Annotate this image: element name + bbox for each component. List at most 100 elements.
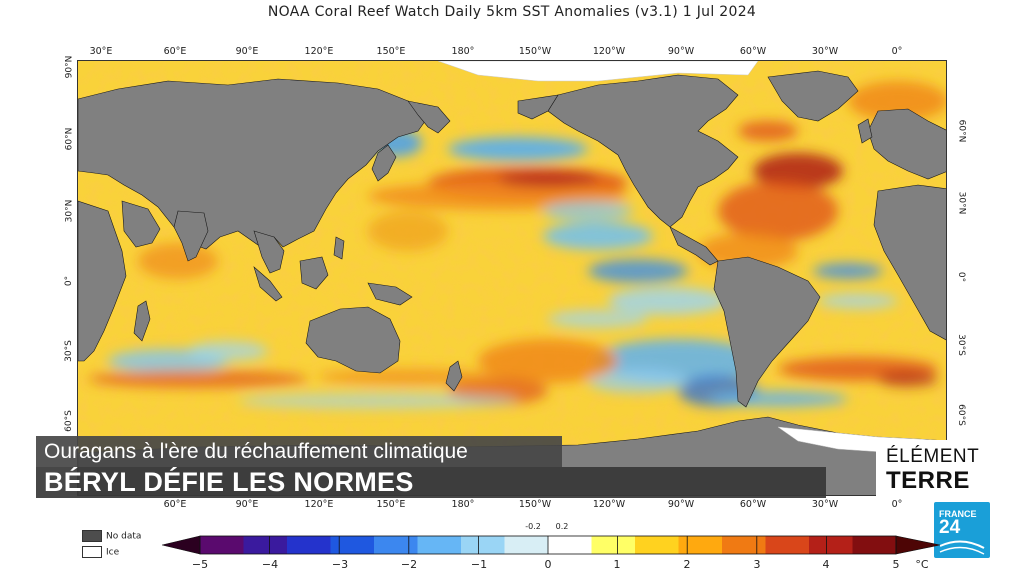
ice-arctic — [437, 61, 759, 82]
map-title: NOAA Coral Reef Watch Daily 5km SST Anom… — [267, 4, 757, 20]
colorbar-right-arrow — [895, 535, 941, 555]
land-central-america — [669, 226, 719, 266]
land-australia — [305, 306, 401, 374]
colorbar-left-arrow — [162, 535, 201, 555]
show-logo-line1: ÉLÉMENT — [886, 446, 980, 467]
land-north-america — [547, 74, 739, 228]
left-lat-label: 0° — [64, 275, 75, 287]
top-lon-label: 150°E — [376, 46, 406, 57]
land-greenland — [767, 70, 859, 122]
colorbar-segment — [461, 536, 505, 554]
top-lon-label: 120°E — [304, 46, 334, 57]
land-philippines — [333, 236, 345, 260]
sst-anomaly-map — [77, 60, 947, 496]
top-lon-label: 90°E — [235, 46, 259, 57]
bottom-lon-label: 90°W — [667, 499, 695, 510]
colorbar-segment — [678, 536, 723, 554]
colorbar-unit: °C — [915, 558, 929, 571]
left-lat-label: 30°S — [63, 340, 74, 362]
colorbar-tick: −2 — [400, 558, 418, 571]
colorbar-tick: −3 — [331, 558, 349, 571]
legend-ice: Ice — [82, 546, 119, 558]
top-lon-label: 120°W — [592, 46, 626, 57]
colorbar-small-tick: 0.2 — [555, 522, 569, 531]
colorbar-segment — [417, 536, 462, 554]
land-indochina — [253, 230, 285, 274]
bottom-lon-label: 0° — [891, 499, 903, 510]
colorbar-segment — [809, 536, 853, 554]
colorbar-tick: 2 — [683, 558, 691, 571]
land-africa — [78, 200, 127, 362]
channel-logo-swoosh — [939, 540, 985, 555]
anomaly-layer — [88, 81, 946, 409]
lower-third-headline: BÉRYL DÉFIE LES NORMES — [36, 467, 826, 498]
left-lat-label: 60°N — [64, 127, 75, 151]
colorbar-tick: 4 — [822, 558, 830, 571]
show-logo: ÉLÉMENT TERRE — [876, 440, 988, 496]
left-lat-label: 90°N — [64, 55, 75, 79]
land-sumatra — [253, 266, 283, 302]
right-lat-label: 30°N — [956, 191, 967, 215]
colorbar-segment — [591, 536, 636, 554]
colorbar-segment — [548, 536, 592, 554]
colorbar-segment — [635, 536, 679, 554]
bottom-lon-label: 30°W — [811, 499, 839, 510]
ice-label: Ice — [106, 547, 120, 558]
bottom-lon-label: 150°W — [518, 499, 552, 510]
channel-logo: FRANCE 24 — [934, 502, 990, 558]
colorbar-tick: −1 — [470, 558, 488, 571]
top-lon-label: 150°W — [518, 46, 552, 57]
lower-third: Ouragans à l'ère du réchauffement climat… — [36, 436, 826, 498]
land-alaska — [517, 94, 559, 120]
land-uk — [857, 118, 873, 144]
top-lon-label: 0° — [891, 46, 903, 57]
colorbar-segment — [765, 536, 810, 554]
land-south-america — [713, 256, 821, 408]
colorbar-segment — [243, 536, 288, 554]
bottom-lon-label: 120°E — [304, 499, 334, 510]
bottom-lon-label: 180° — [451, 499, 475, 510]
colorbar-tick: 0 — [544, 558, 552, 571]
land-africa-west — [873, 184, 946, 341]
land-eurasia — [78, 78, 429, 250]
show-logo-line2: TERRE — [886, 467, 970, 494]
land-kamchatka — [407, 100, 451, 134]
channel-logo-line2: 24 — [939, 517, 961, 538]
colorbar-tick: −4 — [261, 558, 279, 571]
bottom-lon-label: 150°E — [376, 499, 406, 510]
colorbar-tick: 5 — [892, 558, 900, 571]
colorbar-segment — [504, 536, 549, 554]
colorbar-small-tick: -0.2 — [525, 522, 541, 531]
colorbar-segment — [200, 536, 244, 554]
land-borneo — [299, 256, 329, 290]
right-lat-label: 30°S — [955, 334, 966, 356]
bottom-lon-label: 60°E — [163, 499, 187, 510]
channel-logo-line1: FRANCE — [939, 509, 977, 519]
colorbar-segment — [330, 536, 375, 554]
top-lon-label: 60°W — [739, 46, 767, 57]
land-new-zealand — [445, 360, 463, 392]
land-madagascar — [133, 300, 151, 342]
sst-map-svg — [78, 61, 946, 495]
no-data-swatch — [82, 530, 102, 542]
colorbar — [162, 535, 941, 555]
top-lon-label: 30°W — [811, 46, 839, 57]
top-lon-label: 180° — [451, 46, 475, 57]
colorbar-tick: 3 — [753, 558, 761, 571]
right-lat-label: 0° — [956, 271, 967, 283]
land-europe-west — [867, 108, 946, 180]
colorbar-segment — [852, 536, 897, 554]
colorbar-segment — [287, 536, 331, 554]
colorbar-tick: −5 — [191, 558, 209, 571]
bottom-lon-label: 120°W — [592, 499, 626, 510]
land-india — [173, 210, 209, 262]
right-lat-label: 60°S — [955, 404, 966, 426]
colorbar-tick: 1 — [613, 558, 621, 571]
land-new-guinea — [367, 282, 413, 306]
lower-third-subtitle: Ouragans à l'ère du réchauffement climat… — [36, 436, 562, 467]
colorbar-segment — [374, 536, 418, 554]
top-lon-label: 90°W — [667, 46, 695, 57]
right-lat-label: 60°N — [956, 119, 967, 143]
top-lon-label: 30°E — [89, 46, 113, 57]
left-lat-label: 60°S — [63, 410, 74, 432]
